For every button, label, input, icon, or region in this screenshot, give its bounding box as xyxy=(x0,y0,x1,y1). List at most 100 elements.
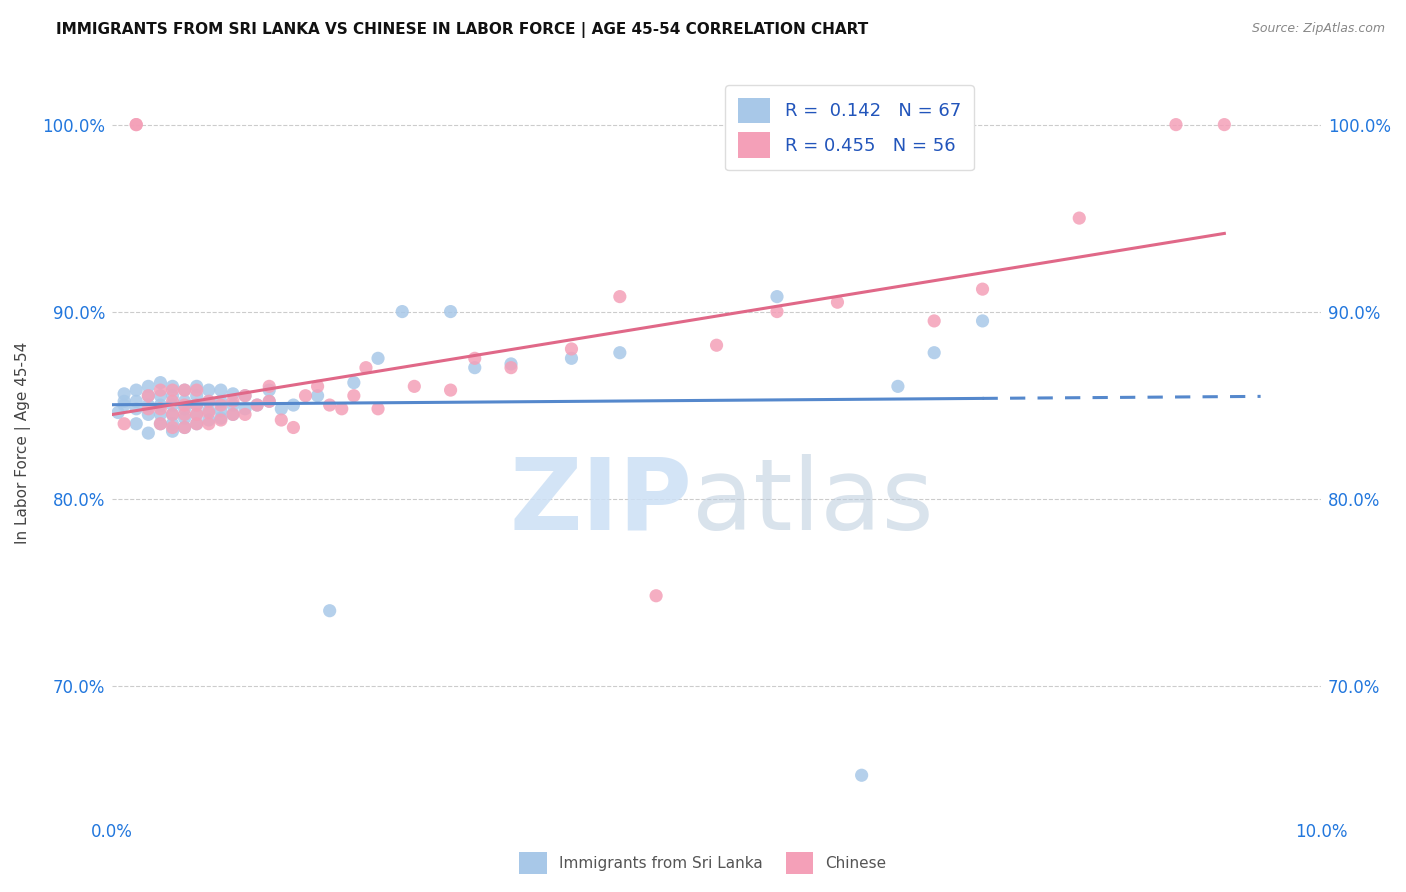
Point xyxy=(125,394,148,409)
Point xyxy=(391,304,413,318)
Point xyxy=(257,394,280,409)
Y-axis label: In Labor Force | Age 45-54: In Labor Force | Age 45-54 xyxy=(15,342,31,543)
Point xyxy=(197,394,219,409)
Point xyxy=(404,379,426,393)
Point xyxy=(107,405,129,419)
Point xyxy=(209,394,232,409)
Point xyxy=(827,295,849,310)
Point xyxy=(209,413,232,427)
Point xyxy=(173,398,195,412)
Point xyxy=(645,589,668,603)
Point xyxy=(162,424,184,438)
Point xyxy=(162,389,184,403)
Point xyxy=(318,398,340,412)
Point xyxy=(162,383,184,397)
Point xyxy=(887,379,910,393)
Point xyxy=(173,383,195,397)
Point xyxy=(222,398,245,412)
Point xyxy=(209,398,232,412)
Point xyxy=(136,398,159,412)
Text: atlas: atlas xyxy=(692,454,934,550)
Point xyxy=(222,408,245,422)
Point xyxy=(173,411,195,425)
Point xyxy=(922,314,945,328)
Point xyxy=(162,408,184,422)
Point xyxy=(972,314,994,328)
Point xyxy=(136,408,159,422)
Point xyxy=(330,401,353,416)
Point xyxy=(1213,118,1236,132)
Point xyxy=(766,304,789,318)
Point xyxy=(125,417,148,431)
Point xyxy=(149,376,172,390)
Point xyxy=(162,398,184,412)
Point xyxy=(149,398,172,412)
Point xyxy=(367,401,389,416)
Point xyxy=(162,417,184,431)
Point xyxy=(186,417,208,431)
Point xyxy=(112,394,135,409)
Point xyxy=(439,304,461,318)
Point xyxy=(173,408,195,422)
Point xyxy=(343,376,366,390)
Point xyxy=(149,389,172,403)
Point xyxy=(343,389,366,403)
Text: IMMIGRANTS FROM SRI LANKA VS CHINESE IN LABOR FORCE | AGE 45-54 CORRELATION CHAR: IMMIGRANTS FROM SRI LANKA VS CHINESE IN … xyxy=(56,22,869,38)
Point xyxy=(173,401,195,416)
Point xyxy=(125,118,148,132)
Point xyxy=(257,383,280,397)
Point xyxy=(922,345,945,359)
Point xyxy=(222,408,245,422)
Point xyxy=(186,417,208,431)
Point xyxy=(125,401,148,416)
Point xyxy=(173,383,195,397)
Point xyxy=(257,379,280,393)
Point xyxy=(197,413,219,427)
Point xyxy=(186,408,208,422)
Point xyxy=(186,398,208,412)
Point xyxy=(197,417,219,431)
Point xyxy=(318,604,340,618)
Point xyxy=(149,401,172,416)
Point xyxy=(233,401,256,416)
Point xyxy=(246,398,269,412)
Point xyxy=(186,398,208,412)
Point xyxy=(136,426,159,441)
Point xyxy=(136,379,159,393)
Point xyxy=(609,290,631,304)
Legend: R =  0.142   N = 67, R = 0.455   N = 56: R = 0.142 N = 67, R = 0.455 N = 56 xyxy=(725,85,973,170)
Point xyxy=(197,405,219,419)
Point xyxy=(197,394,219,409)
Point xyxy=(209,403,232,417)
Point xyxy=(149,417,172,431)
Point xyxy=(464,360,486,375)
Point xyxy=(222,394,245,409)
Point xyxy=(1164,118,1187,132)
Point xyxy=(112,387,135,401)
Point xyxy=(162,420,184,434)
Point xyxy=(173,394,195,409)
Point xyxy=(125,383,148,397)
Point xyxy=(766,290,789,304)
Point xyxy=(209,411,232,425)
Point xyxy=(173,420,195,434)
Point xyxy=(283,398,305,412)
Point xyxy=(270,413,292,427)
Point xyxy=(499,360,522,375)
Point xyxy=(186,379,208,393)
Point xyxy=(136,401,159,416)
Point xyxy=(197,383,219,397)
Point xyxy=(186,389,208,403)
Point xyxy=(233,408,256,422)
Point xyxy=(112,417,135,431)
Point xyxy=(209,383,232,397)
Point xyxy=(367,351,389,366)
Point xyxy=(307,389,329,403)
Legend: Immigrants from Sri Lanka, Chinese: Immigrants from Sri Lanka, Chinese xyxy=(513,846,893,880)
Point xyxy=(136,389,159,403)
Point xyxy=(112,398,135,412)
Point xyxy=(464,351,486,366)
Text: ZIP: ZIP xyxy=(509,454,692,550)
Point xyxy=(186,383,208,397)
Point xyxy=(149,383,172,397)
